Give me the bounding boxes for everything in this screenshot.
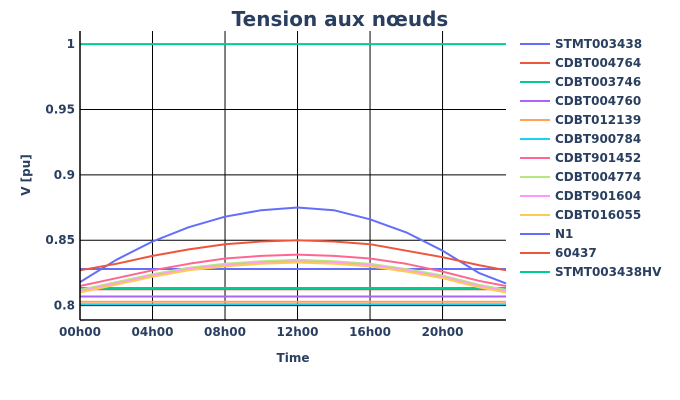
legend-label: N1 xyxy=(555,227,573,241)
legend-item[interactable]: CDBT004764 xyxy=(520,56,641,70)
legend-item[interactable]: CDBT004760 xyxy=(520,94,641,108)
legend-label: CDBT901452 xyxy=(555,151,641,165)
legend-label: CDBT004774 xyxy=(555,170,641,184)
y-tick-label: 0.8 xyxy=(54,299,75,313)
legend-item[interactable]: CDBT016055 xyxy=(520,208,641,222)
legend-item[interactable]: STMT003438 xyxy=(520,37,642,51)
series-line xyxy=(79,253,507,287)
y-tick-label: 0.85 xyxy=(45,233,75,247)
legend-label: CDBT012139 xyxy=(555,113,641,127)
x-axis-ticks: 00h00 04h00 08h00 12h00 16h00 20h00 xyxy=(59,325,464,339)
legend[interactable]: STMT003438 CDBT004764 CDBT003746 CDBT004760… xyxy=(520,37,662,279)
legend-label: 60437 xyxy=(555,246,597,260)
y-axis-title: V [pu] xyxy=(19,154,33,196)
legend-item[interactable]: N1 xyxy=(520,227,573,241)
legend-item[interactable]: 60437 xyxy=(520,246,597,260)
x-tick-label: 04h00 xyxy=(132,325,174,339)
x-axis-title: Time xyxy=(277,351,310,365)
legend-label: CDBT004760 xyxy=(555,94,641,108)
legend-item[interactable]: STMT003438HV xyxy=(520,265,662,279)
legend-item[interactable]: CDBT003746 xyxy=(520,75,641,89)
x-tick-label: 00h00 xyxy=(59,325,101,339)
series-line xyxy=(79,239,507,272)
series-line xyxy=(79,260,507,293)
x-tick-label: 20h00 xyxy=(422,325,464,339)
series-line xyxy=(79,206,507,285)
y-tick-label: 0.95 xyxy=(45,102,75,116)
series-line xyxy=(79,258,507,291)
x-tick-label: 16h00 xyxy=(349,325,391,339)
legend-label: CDBT901604 xyxy=(555,189,641,203)
series-line xyxy=(79,261,507,294)
axes xyxy=(79,31,506,321)
legend-label: STMT003438HV xyxy=(555,265,662,279)
chart-title: Tension aux nœuds xyxy=(232,7,449,31)
x-tick-label: 08h00 xyxy=(204,325,246,339)
x-tick-label: 12h00 xyxy=(277,325,319,339)
y-tick-label: 1 xyxy=(67,37,75,51)
legend-label: STMT003438 xyxy=(555,37,642,51)
legend-label: CDBT003746 xyxy=(555,75,641,89)
legend-item[interactable]: CDBT900784 xyxy=(520,132,641,146)
legend-item[interactable]: CDBT012139 xyxy=(520,113,641,127)
legend-label: CDBT016055 xyxy=(555,208,641,222)
legend-item[interactable]: CDBT901604 xyxy=(520,189,641,203)
legend-label: CDBT004764 xyxy=(555,56,641,70)
legend-label: CDBT900784 xyxy=(555,132,641,146)
legend-item[interactable]: CDBT004774 xyxy=(520,170,641,184)
series-lines xyxy=(79,43,507,306)
plot-area xyxy=(79,31,507,321)
legend-item[interactable]: CDBT901452 xyxy=(520,151,641,165)
y-axis-ticks: 0.8 0.85 0.9 0.95 1 xyxy=(45,37,75,313)
y-tick-label: 0.9 xyxy=(54,168,75,182)
